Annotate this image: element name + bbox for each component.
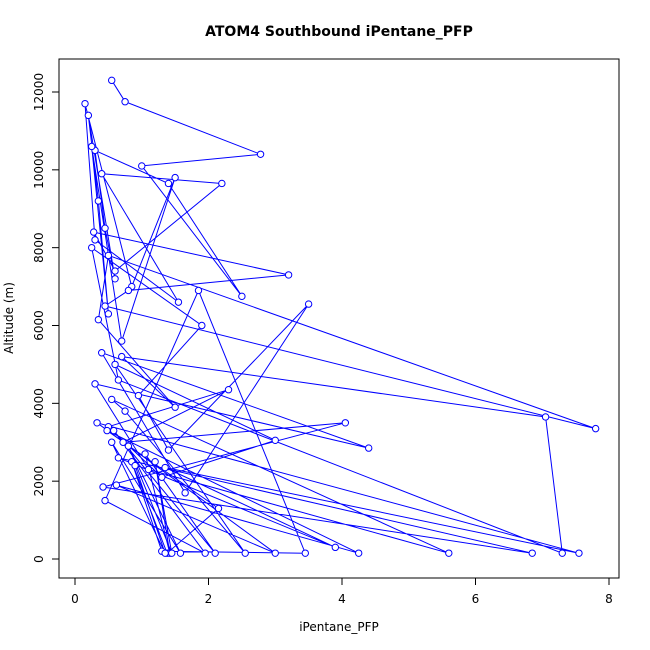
data-point — [241, 549, 249, 557]
data-point — [198, 321, 206, 330]
data-point — [94, 197, 103, 205]
data-point — [118, 352, 126, 361]
data-point — [131, 461, 139, 470]
data-point — [158, 473, 166, 481]
data-point — [161, 463, 169, 472]
data-point — [176, 549, 185, 557]
data-point — [181, 489, 189, 497]
y-tick-label: 6000 — [32, 310, 46, 341]
data-point — [101, 224, 109, 232]
data-point — [445, 549, 453, 557]
data-point — [104, 251, 113, 260]
data-point — [138, 162, 146, 170]
data-point — [84, 111, 93, 120]
y-tick-label: 0 — [32, 555, 46, 563]
data-point — [114, 376, 123, 384]
data-point — [111, 275, 119, 283]
data-point — [101, 496, 109, 505]
data-point — [119, 438, 127, 446]
data-point — [112, 481, 121, 489]
data-point — [118, 337, 126, 345]
data-point — [168, 549, 176, 557]
data-point — [528, 549, 536, 557]
data-point — [271, 549, 279, 557]
data-point — [81, 99, 89, 108]
data-point — [194, 286, 203, 295]
data-point — [284, 271, 293, 279]
data-point — [110, 426, 118, 435]
x-tick-label: 0 — [71, 592, 79, 606]
data-point — [108, 76, 116, 85]
data-point — [124, 286, 133, 295]
data-point — [171, 403, 179, 411]
data-point — [98, 349, 106, 357]
data-point — [591, 424, 600, 433]
data-point — [575, 549, 583, 557]
data-point — [341, 419, 350, 427]
data-point — [111, 360, 119, 369]
data-point — [87, 142, 96, 151]
y-axis: 0 2000 4000 6000 8000 10000 12000 — [32, 73, 60, 563]
data-point — [304, 300, 313, 308]
chart-title: ATOM4 Southbound iPentane_PFP — [205, 24, 473, 40]
data-point — [271, 436, 279, 445]
data-point — [171, 173, 179, 182]
data-point — [124, 442, 133, 450]
x-tick-label: 2 — [205, 592, 213, 606]
data-point — [558, 549, 566, 557]
data-point — [164, 179, 173, 188]
x-tick-label: 6 — [472, 592, 480, 606]
data-point — [211, 549, 219, 557]
data-point — [111, 267, 119, 275]
data-point — [164, 446, 173, 454]
x-axis-label: iPentane_PFP — [299, 620, 379, 634]
data-point — [144, 465, 153, 474]
x-tick-label: 8 — [605, 592, 613, 606]
data-point — [238, 292, 246, 301]
data-point — [89, 228, 98, 236]
data-point — [121, 98, 129, 106]
y-tick-label: 12000 — [32, 73, 46, 111]
data-point — [98, 170, 106, 178]
data-point — [103, 426, 111, 435]
y-axis-label: Altitude (m) — [2, 282, 16, 354]
data-point — [174, 298, 183, 306]
data-point — [134, 391, 143, 400]
data-point — [104, 310, 113, 318]
data-point — [108, 395, 116, 404]
data-point — [301, 549, 309, 557]
x-axis: 0 2 4 6 8 — [71, 577, 613, 606]
y-tick-label: 10000 — [32, 151, 46, 189]
data-point — [218, 179, 226, 188]
data-point — [214, 504, 223, 513]
y-tick-label: 4000 — [32, 388, 46, 419]
data-point — [114, 454, 123, 462]
data-point — [256, 150, 265, 158]
data-point — [93, 419, 101, 427]
data-point — [91, 236, 99, 244]
x-tick-label: 4 — [338, 592, 346, 606]
data-point — [201, 549, 209, 557]
data-point — [101, 302, 109, 310]
data-point — [94, 315, 103, 324]
data-point — [224, 386, 233, 394]
y-tick-label: 2000 — [32, 466, 46, 497]
data-point — [121, 407, 129, 415]
data-point — [87, 243, 96, 252]
data-point — [331, 543, 340, 552]
data-point — [91, 380, 99, 388]
data-point — [161, 549, 169, 557]
data-point — [541, 413, 550, 421]
data-point — [108, 438, 116, 446]
y-tick-label: 8000 — [32, 232, 46, 263]
data-point — [99, 483, 107, 491]
data-point — [354, 549, 363, 557]
data-point — [151, 458, 159, 466]
series-layer — [81, 76, 600, 557]
data-point — [141, 450, 149, 458]
plot-area-frame — [58, 58, 620, 579]
series-line — [84, 80, 596, 555]
data-point — [365, 444, 373, 452]
